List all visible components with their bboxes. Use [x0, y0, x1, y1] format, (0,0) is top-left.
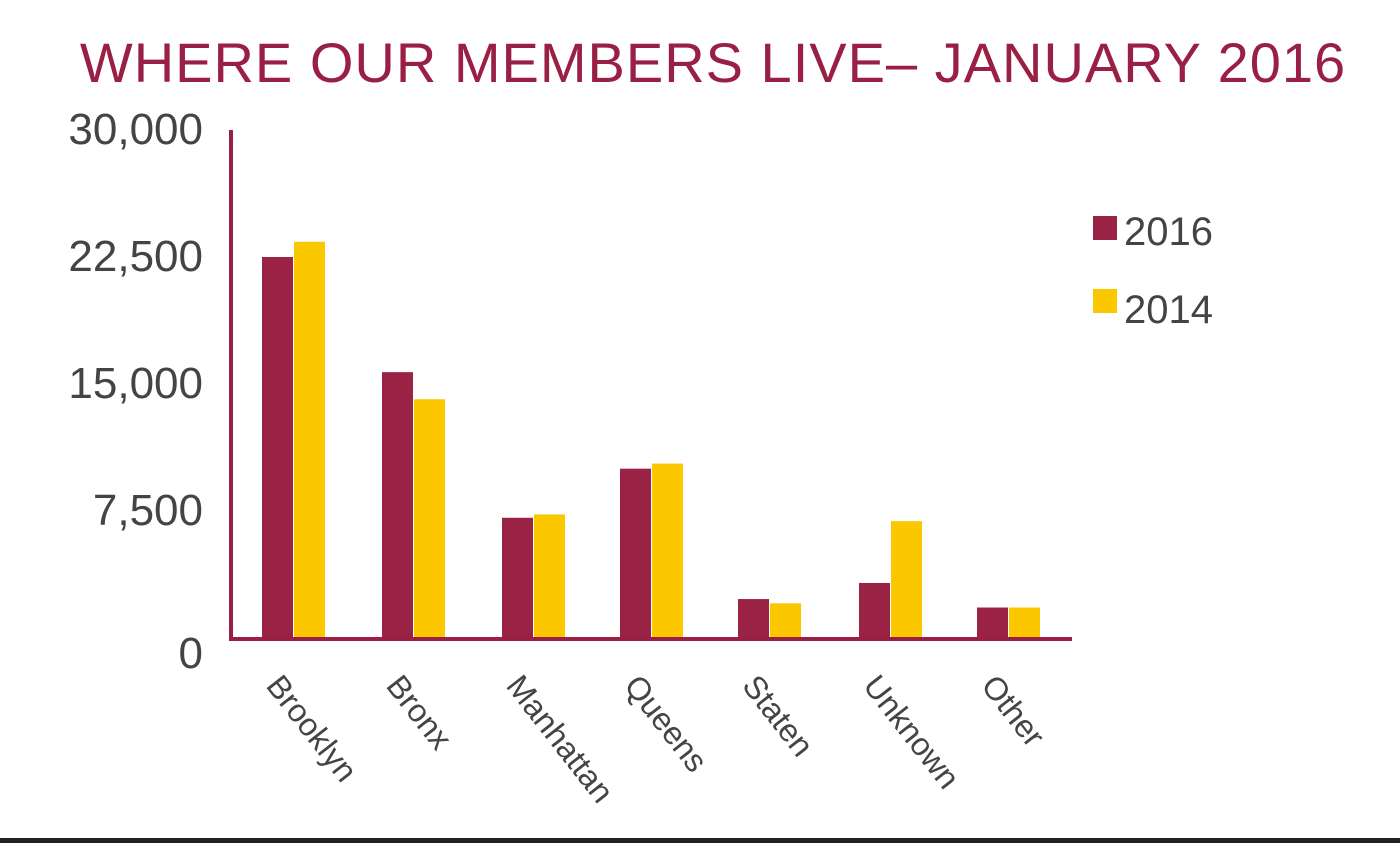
y-tick-label: 0 — [179, 629, 203, 678]
legend-label-2014: 2014 — [1124, 288, 1213, 332]
bar-2014-unknown — [891, 521, 922, 638]
bar-2014-other — [1009, 607, 1040, 638]
x-tick-label-queens: Queens — [617, 668, 714, 778]
x-tick-label-brooklyn: Brooklyn — [259, 668, 364, 788]
x-tick-label-staten: Staten — [735, 668, 820, 763]
bar-2014-brooklyn — [294, 241, 325, 638]
legend-swatch-2014 — [1093, 289, 1117, 313]
x-tick-label-other: Other — [974, 668, 1052, 754]
bar-2016-other — [977, 607, 1008, 638]
x-tick-label-unknown: Unknown — [856, 668, 967, 795]
bar-2016-brooklyn — [262, 257, 293, 638]
bar-2014-manhattan — [534, 514, 565, 638]
x-tick-label-bronx: Bronx — [379, 668, 459, 756]
y-tick-label: 30,000 — [68, 105, 203, 154]
bar-2016-unknown — [859, 582, 890, 638]
bar-2016-bronx — [382, 372, 413, 638]
bar-2014-bronx — [414, 399, 445, 638]
chart-title: WHERE OUR MEMBERS LIVE– JANUARY 2016 — [79, 31, 1347, 94]
x-tick-label-manhattan: Manhattan — [499, 668, 620, 809]
y-tick-label: 7,500 — [93, 486, 203, 535]
bottom-divider — [0, 838, 1400, 843]
bar-2016-manhattan — [502, 517, 533, 638]
y-tick-label: 22,500 — [68, 232, 203, 281]
bar-2014-queens — [652, 463, 683, 638]
legend-label-2016: 2016 — [1124, 210, 1213, 254]
bar-2016-staten — [738, 599, 769, 638]
bar-2016-queens — [620, 468, 651, 638]
y-tick-label: 15,000 — [68, 359, 203, 408]
bar-2014-staten — [770, 603, 801, 638]
legend-swatch-2016 — [1093, 216, 1117, 240]
